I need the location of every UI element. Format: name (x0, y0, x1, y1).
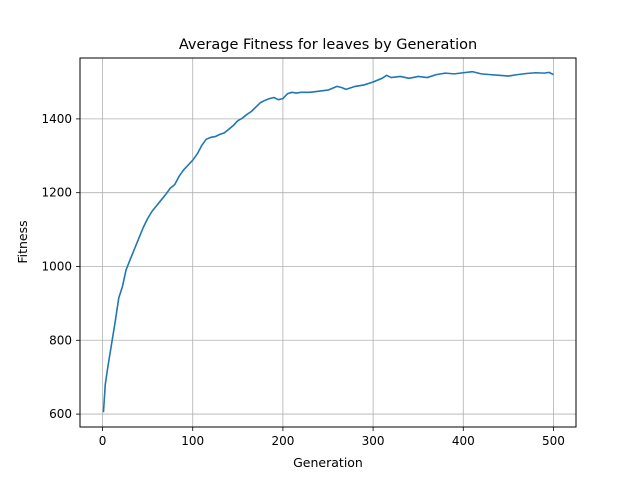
y-axis-ticks: 600 800 1000 1200 1400 (41, 112, 80, 421)
y-tick-label: 1200 (41, 186, 72, 200)
x-axis-ticks: 0 100 200 300 400 500 (99, 427, 565, 448)
chart-title: Average Fitness for leaves by Generation (179, 37, 477, 53)
x-tick-label: 400 (452, 434, 475, 448)
fitness-series-line (102, 70, 554, 413)
y-tick-label: 800 (49, 333, 72, 347)
x-tick-label: 500 (542, 434, 565, 448)
x-axis-label: Generation (293, 455, 363, 470)
y-tick-label: 600 (49, 407, 72, 421)
x-tick-label: 100 (181, 434, 204, 448)
series-layer (102, 70, 554, 413)
grid-lines (80, 58, 576, 427)
y-tick-label: 1400 (41, 112, 72, 126)
x-tick-label: 0 (99, 434, 107, 448)
x-tick-label: 200 (271, 434, 294, 448)
plot-area-frame (79, 57, 577, 428)
x-tick-label: 300 (362, 434, 385, 448)
y-axis-label: Fitness (15, 220, 30, 263)
y-tick-label: 1000 (41, 259, 72, 273)
